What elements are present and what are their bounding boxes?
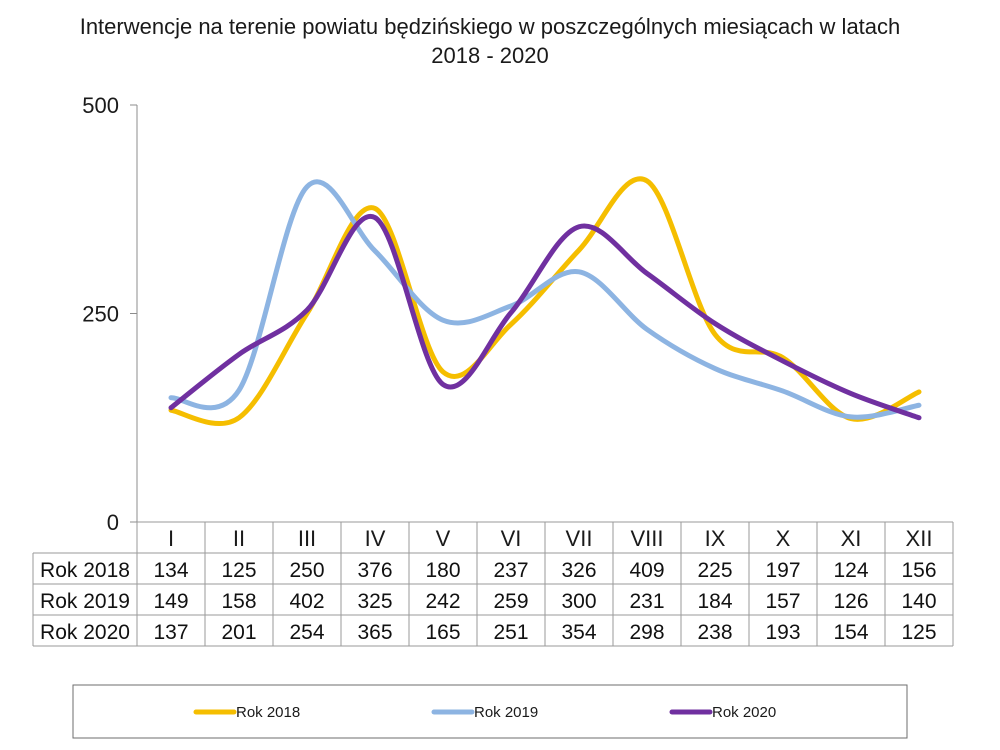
table-cell: 165 <box>425 621 460 644</box>
table-cell: 193 <box>765 621 800 644</box>
table-cell: 354 <box>561 621 596 644</box>
table-cell: 298 <box>629 621 664 644</box>
table-cell: 242 <box>425 590 460 613</box>
table-cell: 300 <box>561 590 596 613</box>
table-cell: 231 <box>629 590 664 613</box>
legend-label: Rok 2020 <box>712 704 776 721</box>
legend-label: Rok 2019 <box>474 704 538 721</box>
x-category-label: III <box>298 526 316 551</box>
table-cell: 157 <box>765 590 800 613</box>
table-cell: 409 <box>629 559 664 582</box>
table-cell: 154 <box>833 621 868 644</box>
table-cell: 225 <box>697 559 732 582</box>
table-cell: 251 <box>493 621 528 644</box>
legend: Rok 2018 Rok 2019 Rok 2020 <box>72 684 908 739</box>
table-cell: 126 <box>833 590 868 613</box>
y-tick-label: 250 <box>82 302 119 327</box>
series-line-rok-2019 <box>168 179 922 420</box>
x-category-label: XII <box>906 526 933 551</box>
table-cell: 156 <box>901 559 936 582</box>
table-row-header: Rok 2018 <box>40 559 130 582</box>
table-row-header: Rok 2020 <box>40 621 130 644</box>
x-category-label: VI <box>501 526 522 551</box>
table-cell: 376 <box>357 559 392 582</box>
chart-title-line-1: Interwencje na terenie powiatu będziński… <box>80 14 901 39</box>
chart-title-line-2: 2018 - 2020 <box>431 43 548 68</box>
table-cell: 137 <box>153 621 188 644</box>
table-cell: 201 <box>221 621 256 644</box>
x-category-label: XI <box>841 526 862 551</box>
table-cell: 158 <box>221 590 256 613</box>
x-category-label: X <box>776 526 791 551</box>
x-category-label: II <box>233 526 245 551</box>
table-cell: 254 <box>289 621 324 644</box>
y-tick-label: 0 <box>107 510 119 535</box>
table-cell: 250 <box>289 559 324 582</box>
table-cell: 365 <box>357 621 392 644</box>
series-line-rok-2020 <box>168 213 922 421</box>
table-row-header: Rok 2019 <box>40 590 130 613</box>
table-cell: 134 <box>153 559 188 582</box>
x-category-label: IX <box>705 526 726 551</box>
axes: 0 250 500 <box>82 93 138 535</box>
series-lines <box>168 176 922 426</box>
table-cell: 237 <box>493 559 528 582</box>
x-category-label: VIII <box>630 526 663 551</box>
y-tick-label: 500 <box>82 93 119 118</box>
table-cell: 149 <box>153 590 188 613</box>
table-cell: 259 <box>493 590 528 613</box>
table-cell: 326 <box>561 559 596 582</box>
series-line-rok-2018 <box>168 176 922 426</box>
chart-title: Interwencje na terenie powiatu będziński… <box>80 14 901 68</box>
table-cell: 197 <box>765 559 800 582</box>
table-cell: 125 <box>901 621 936 644</box>
x-category-label: IV <box>365 526 386 551</box>
table-cell: 180 <box>425 559 460 582</box>
table-cell: 184 <box>697 590 732 613</box>
table-cell: 124 <box>833 559 868 582</box>
legend-label: Rok 2018 <box>236 704 300 721</box>
table-cell: 125 <box>221 559 256 582</box>
x-category-label: V <box>436 526 451 551</box>
x-category-label: I <box>168 526 174 551</box>
table-cell: 325 <box>357 590 392 613</box>
table-cell: 402 <box>289 590 324 613</box>
table-cell: 238 <box>697 621 732 644</box>
x-category-label: VII <box>566 526 593 551</box>
table-cell: 140 <box>901 590 936 613</box>
